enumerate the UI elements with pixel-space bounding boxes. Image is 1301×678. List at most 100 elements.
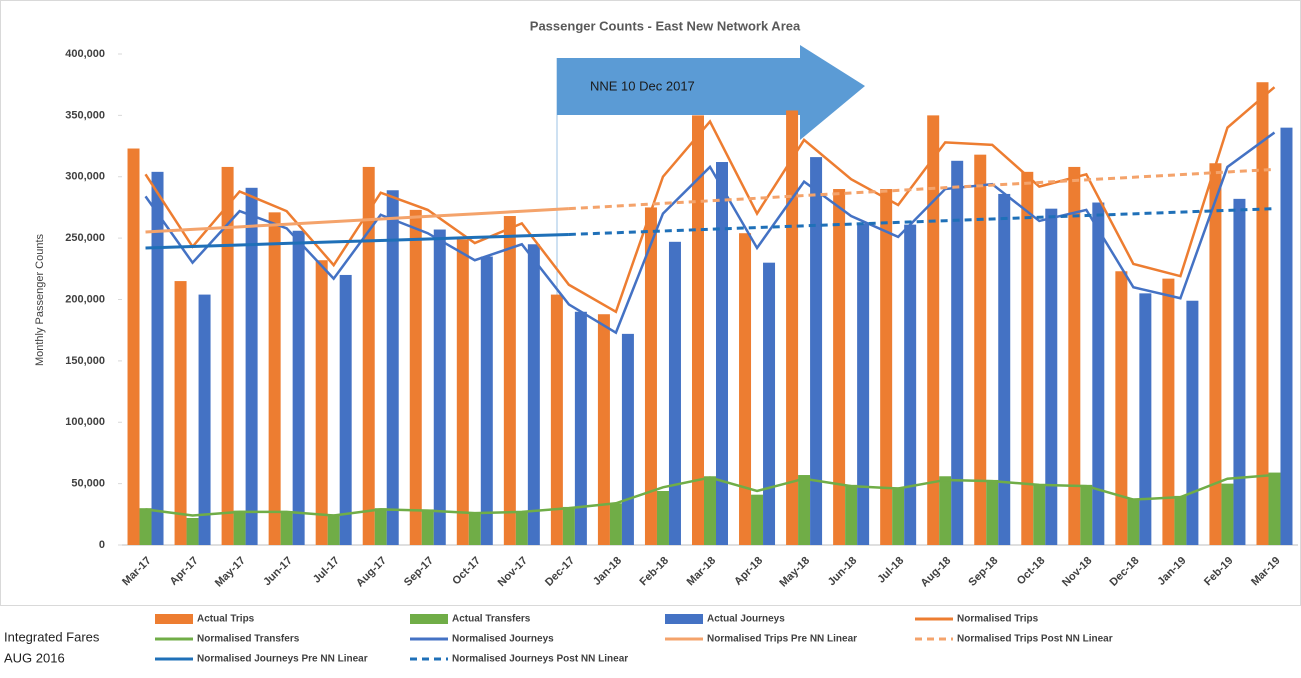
- x-tick-label: May-17: [213, 555, 248, 590]
- x-tick-label: Jul-17: [311, 555, 342, 586]
- bar: [245, 187, 258, 546]
- legend-swatch: [155, 614, 193, 624]
- legend-swatch: [665, 614, 703, 624]
- x-tick-label: Oct-17: [450, 555, 483, 588]
- bar: [845, 484, 858, 545]
- bar: [268, 212, 281, 545]
- x-tick-label: Mar-18: [685, 555, 719, 589]
- bar: [1080, 484, 1093, 545]
- bar: [386, 190, 399, 545]
- bar: [315, 260, 328, 545]
- bar: [527, 244, 540, 545]
- legend-label: Actual Journeys: [707, 614, 785, 625]
- bar: [339, 274, 352, 545]
- line: [144, 86, 1276, 314]
- chart-title: Passenger Counts - East New Network Area: [530, 18, 801, 33]
- bar: [857, 223, 870, 545]
- line: [145, 473, 1275, 517]
- legend-swatch: [410, 614, 448, 624]
- legend-label: Actual Trips: [197, 614, 255, 625]
- x-tick-label: Apr-17: [168, 555, 201, 588]
- bar: [786, 110, 799, 545]
- x-tick-label: Apr-18: [732, 555, 765, 588]
- line: [568, 167, 1275, 211]
- x-tick-label: Nov-18: [1060, 555, 1094, 589]
- x-tick-label: Aug-18: [919, 555, 954, 590]
- legend-label: Normalised Trips: [957, 614, 1039, 625]
- bar: [1186, 300, 1199, 545]
- bar: [362, 166, 375, 545]
- bar: [433, 229, 446, 545]
- x-tick-label: Dec-18: [1108, 555, 1142, 589]
- x-tick-label: Mar-19: [1249, 555, 1283, 589]
- bar: [151, 171, 164, 545]
- bar: [1268, 472, 1281, 545]
- bar: [198, 294, 211, 545]
- bar: [456, 239, 469, 546]
- bar: [833, 189, 846, 545]
- bar: [986, 479, 999, 545]
- x-tick-label: Mar-17: [120, 555, 154, 589]
- x-tick-label: Jan-18: [591, 555, 624, 588]
- x-tick-label: Feb-18: [638, 555, 672, 589]
- bar: [421, 509, 434, 545]
- bar: [1162, 278, 1175, 545]
- y-tick-label: 50,000: [71, 478, 105, 490]
- legend-label: Normalised Journeys Pre NN Linear: [197, 654, 368, 665]
- y-tick-label: 200,000: [65, 293, 105, 305]
- x-tick-label: Dec-17: [543, 555, 577, 589]
- x-tick-label: Oct-18: [1015, 555, 1048, 588]
- bar: [1092, 202, 1105, 545]
- bar: [892, 487, 905, 545]
- bar: [515, 511, 528, 545]
- bar: [562, 506, 575, 545]
- x-tick-label: Jul-18: [875, 555, 906, 586]
- bar: [1021, 171, 1034, 545]
- bar: [186, 517, 199, 545]
- x-tick-label: Nov-17: [496, 555, 530, 589]
- line: [145, 207, 569, 234]
- event-arrow: [557, 45, 865, 140]
- y-tick-label: 250,000: [65, 232, 105, 244]
- bar: [739, 233, 752, 545]
- legend-label: Actual Transfers: [452, 614, 531, 625]
- x-tick-label: Jun-18: [826, 555, 860, 589]
- legend-label: Normalised Trips Pre NN Linear: [707, 634, 857, 645]
- x-tick-label: Jan-19: [1155, 555, 1188, 588]
- bar: [1256, 82, 1269, 546]
- y-tick-label: 350,000: [65, 109, 105, 121]
- bar: [644, 207, 657, 545]
- bar: [327, 514, 340, 545]
- bar: [939, 476, 952, 545]
- bar: [751, 494, 764, 545]
- bar: [798, 475, 811, 545]
- bar: [1068, 166, 1081, 545]
- line: [568, 207, 1275, 236]
- x-tick-label: Sep-18: [966, 555, 1000, 589]
- x-tick-label: May-18: [777, 555, 812, 590]
- line: [144, 131, 1276, 335]
- bar: [951, 160, 964, 546]
- x-tick-label: Sep-17: [402, 555, 436, 589]
- bar: [1209, 163, 1222, 545]
- legend-label: Normalised Trips Post NN Linear: [957, 634, 1113, 645]
- y-axis-title: Monthly Passenger Counts: [34, 233, 46, 366]
- bar: [1127, 498, 1140, 545]
- x-tick-label: Feb-19: [1202, 555, 1236, 589]
- bar: [1139, 293, 1152, 545]
- x-tick-label: Jun-17: [261, 555, 295, 589]
- bar: [292, 230, 305, 545]
- bar: [1033, 484, 1046, 545]
- line: [145, 232, 569, 250]
- bar: [692, 115, 704, 545]
- bar: [998, 193, 1011, 545]
- bar: [280, 511, 293, 545]
- y-tick-label: 300,000: [65, 171, 105, 183]
- bar: [621, 333, 634, 545]
- bar: [763, 262, 776, 545]
- bar: [810, 157, 823, 546]
- bar: [574, 311, 587, 545]
- bar: [1233, 198, 1246, 545]
- bar: [174, 281, 187, 545]
